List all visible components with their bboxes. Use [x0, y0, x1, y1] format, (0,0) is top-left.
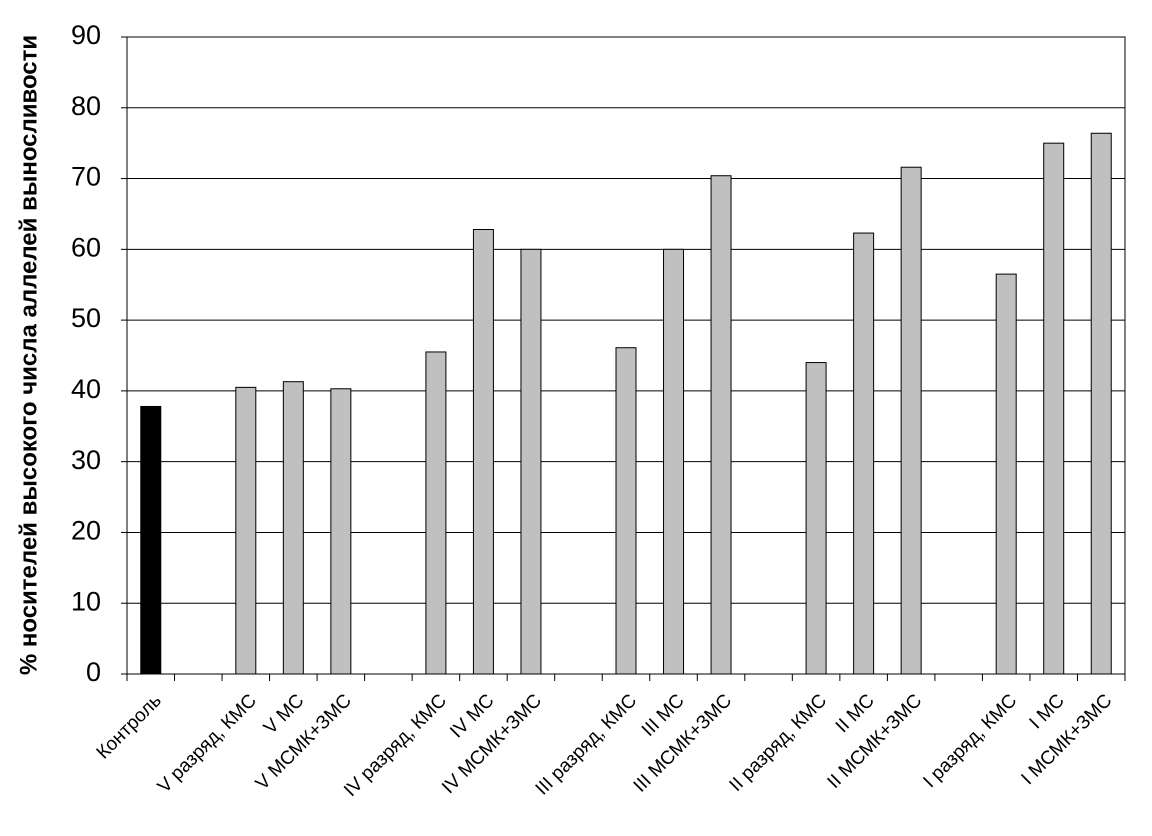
bar [1090, 132, 1112, 675]
bar [900, 166, 922, 675]
bar [282, 381, 304, 675]
y-tick-label: 10 [71, 586, 101, 616]
x-tick-label: V разряд, КМС [154, 690, 261, 797]
y-tick-label: 20 [71, 516, 101, 546]
x-tick-label: IV разряд, КМС [340, 690, 451, 801]
y-tick-label: 0 [86, 657, 101, 687]
bar [330, 388, 352, 675]
y-tick-label: 30 [71, 445, 101, 475]
bar [710, 175, 732, 675]
x-tick-label: Контроль [93, 690, 166, 763]
y-tick-label: 70 [71, 162, 101, 192]
bar [663, 248, 685, 675]
bar [1043, 142, 1065, 675]
y-tick-label: 50 [71, 303, 101, 333]
bar [805, 362, 827, 675]
bar [425, 351, 447, 675]
bar [615, 347, 637, 675]
y-tick-label: 60 [71, 232, 101, 262]
x-tick-label: II разряд, КМС [726, 690, 832, 796]
y-tick-label: 80 [71, 91, 101, 121]
y-axis-title: % носителей высокого числа аллелей вынос… [15, 35, 42, 675]
bar [853, 232, 875, 675]
x-tick-label: I разряд, КМС [919, 690, 1021, 792]
bar [140, 405, 162, 675]
x-tick-label: I МС [1026, 690, 1069, 733]
bar [472, 229, 494, 675]
bar [235, 386, 257, 675]
y-tick-label: 90 [71, 20, 101, 50]
x-tick-label: III разряд, КМС [532, 690, 641, 799]
bar [995, 273, 1017, 675]
bar [520, 248, 542, 675]
y-tick-label: 40 [71, 374, 101, 404]
